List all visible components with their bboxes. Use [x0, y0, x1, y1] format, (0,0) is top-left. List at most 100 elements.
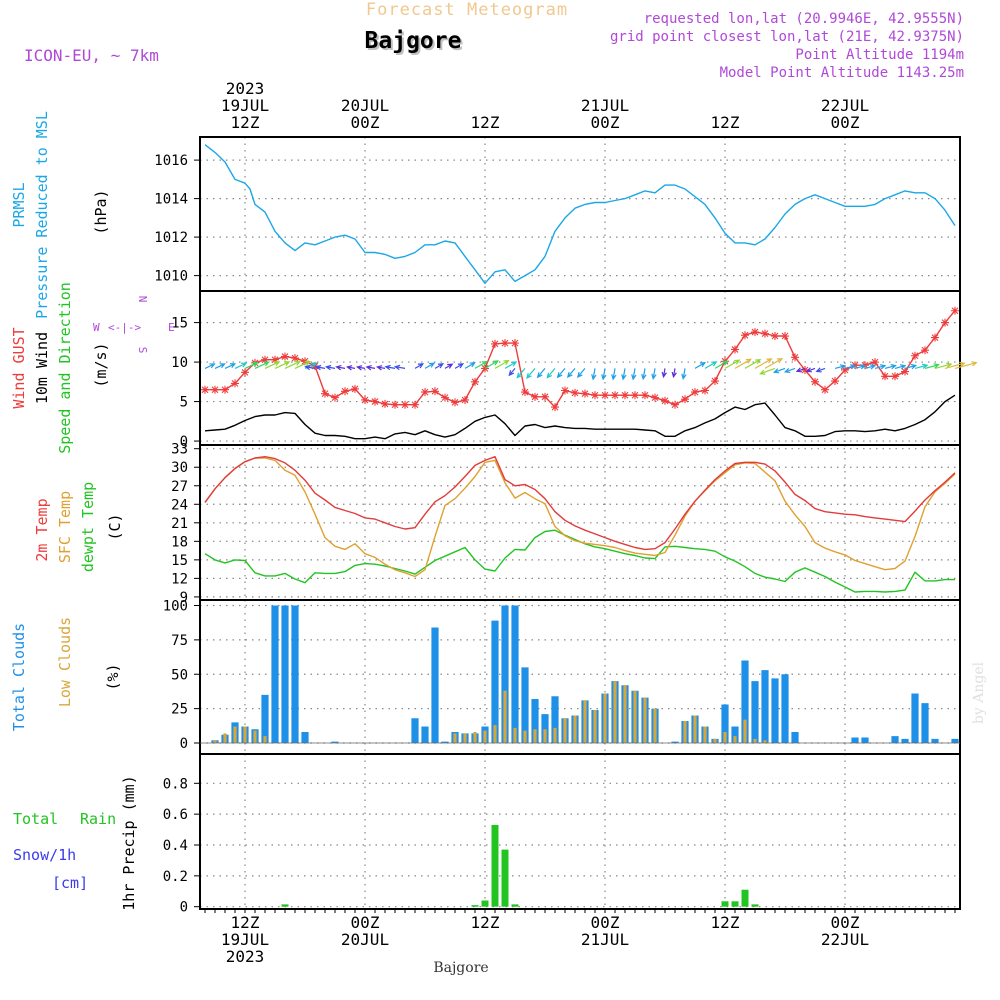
time-label-top: 00Z — [351, 113, 380, 132]
time-label-bottom: 12Z — [471, 913, 500, 932]
rain-bar — [281, 904, 289, 907]
gust-marker — [951, 306, 959, 315]
gust-marker — [371, 397, 379, 406]
low-cloud-bar — [593, 710, 597, 743]
low-cloud-bar — [653, 708, 657, 743]
time-label-top: 19JUL — [221, 96, 269, 115]
gust-marker — [341, 387, 349, 396]
gust-marker — [201, 385, 209, 394]
wind-arrow — [714, 360, 729, 369]
time-label-bottom: 00Z — [591, 913, 620, 932]
gust-marker — [741, 331, 749, 340]
gust-marker — [691, 388, 699, 397]
wind-arrow — [424, 362, 436, 369]
wind-arrow — [772, 367, 786, 374]
gust-marker — [441, 393, 449, 402]
total-cloud-bar — [891, 736, 899, 743]
low-cloud-bar — [543, 729, 547, 743]
low-cloud-bar — [513, 727, 517, 743]
panel-frame-clouds — [199, 599, 961, 755]
gust-marker — [271, 355, 279, 364]
rain-bar — [511, 904, 519, 907]
wind-arrow — [556, 368, 566, 379]
wind-arrows — [204, 357, 978, 381]
clouds-bars — [200, 605, 960, 744]
y-tick-label: 1014 — [154, 192, 188, 208]
gust-marker — [771, 332, 779, 341]
temp-unit: (C) — [106, 513, 124, 540]
gust-label: Wind GUST — [10, 327, 28, 408]
gust-marker — [401, 400, 409, 409]
y-tick-label: 1016 — [154, 153, 188, 169]
gust-marker — [231, 379, 239, 388]
time-label-top: 2023 — [226, 79, 265, 98]
y-tick-label: 24 — [171, 497, 188, 513]
time-label-bottom: 20JUL — [341, 930, 389, 949]
wind-arrow — [324, 364, 336, 371]
wind-arrow — [764, 357, 784, 369]
gust-marker — [801, 365, 809, 374]
wind-dir-label: Speed and Direction — [56, 282, 74, 454]
y-tick-label: 75 — [171, 633, 188, 649]
compass-arrow: <-|-> — [108, 321, 141, 334]
y-tick-label: 10 — [171, 355, 188, 371]
time-label-top: 00Z — [591, 113, 620, 132]
total-cloud-bar — [671, 741, 679, 743]
rain-bar — [741, 889, 749, 907]
total-cloud-bar — [521, 667, 529, 743]
y-tick-label: 21 — [171, 516, 188, 532]
gust-marker — [281, 352, 289, 361]
wind-arrow — [244, 361, 259, 369]
credit-watermark: by Angel — [971, 661, 987, 724]
wind-arrow — [508, 368, 516, 377]
wind-arrow — [204, 363, 216, 369]
gust-line — [205, 310, 956, 408]
wind-arrow — [734, 358, 752, 369]
gust-marker — [601, 391, 609, 400]
low-clouds-label: Low Clouds — [56, 617, 74, 707]
gust-marker — [921, 346, 929, 355]
gust-marker — [891, 372, 899, 381]
gust-marker — [381, 399, 389, 408]
low-cloud-bar — [483, 730, 487, 743]
low-cloud-bar — [523, 730, 527, 743]
wind-arrow — [954, 361, 978, 369]
rain-bar — [721, 901, 729, 907]
time-label-bottom: 21JUL — [581, 930, 629, 949]
wind-arrow — [284, 360, 302, 369]
wind-arrow — [884, 364, 897, 370]
total-cloud-bar — [421, 726, 429, 743]
time-label-bottom: 00Z — [351, 913, 380, 932]
low-cloud-bar — [213, 740, 217, 743]
wind-arrow — [641, 368, 647, 381]
gust-marker — [361, 395, 369, 404]
wind-arrow — [375, 365, 386, 371]
wind-arrow — [365, 365, 376, 371]
y-tick-label: 0.8 — [163, 776, 188, 792]
total-cloud-bar — [721, 704, 729, 743]
total-cloud-bar — [261, 694, 269, 743]
precip-bars — [281, 824, 759, 907]
low-cloud-bar — [603, 693, 607, 743]
y-tick-label: 0 — [180, 736, 188, 752]
meteogram-title: Forecast Meteogram — [366, 0, 568, 20]
y-tick-label: 15 — [171, 553, 188, 569]
model-name: ICON-EU, ~ 7km — [24, 46, 159, 65]
low-cloud-bar — [583, 700, 587, 743]
wind-arrow — [494, 359, 510, 369]
low-cloud-bar — [243, 726, 247, 743]
time-label-top: 22JUL — [821, 96, 869, 115]
wind-arrow — [484, 360, 500, 369]
gust-marker — [531, 392, 539, 401]
gust-marker — [291, 354, 299, 363]
gust-marker — [711, 377, 719, 386]
total-cloud-bar — [411, 718, 419, 743]
gust-marker — [571, 388, 579, 397]
gust-marker — [881, 372, 889, 381]
gust-marker — [831, 377, 839, 386]
low-cloud-bar — [753, 738, 757, 743]
wind-arrow — [759, 367, 776, 375]
y-tick-label: 1010 — [154, 269, 188, 285]
total-cloud-bar — [861, 737, 869, 743]
